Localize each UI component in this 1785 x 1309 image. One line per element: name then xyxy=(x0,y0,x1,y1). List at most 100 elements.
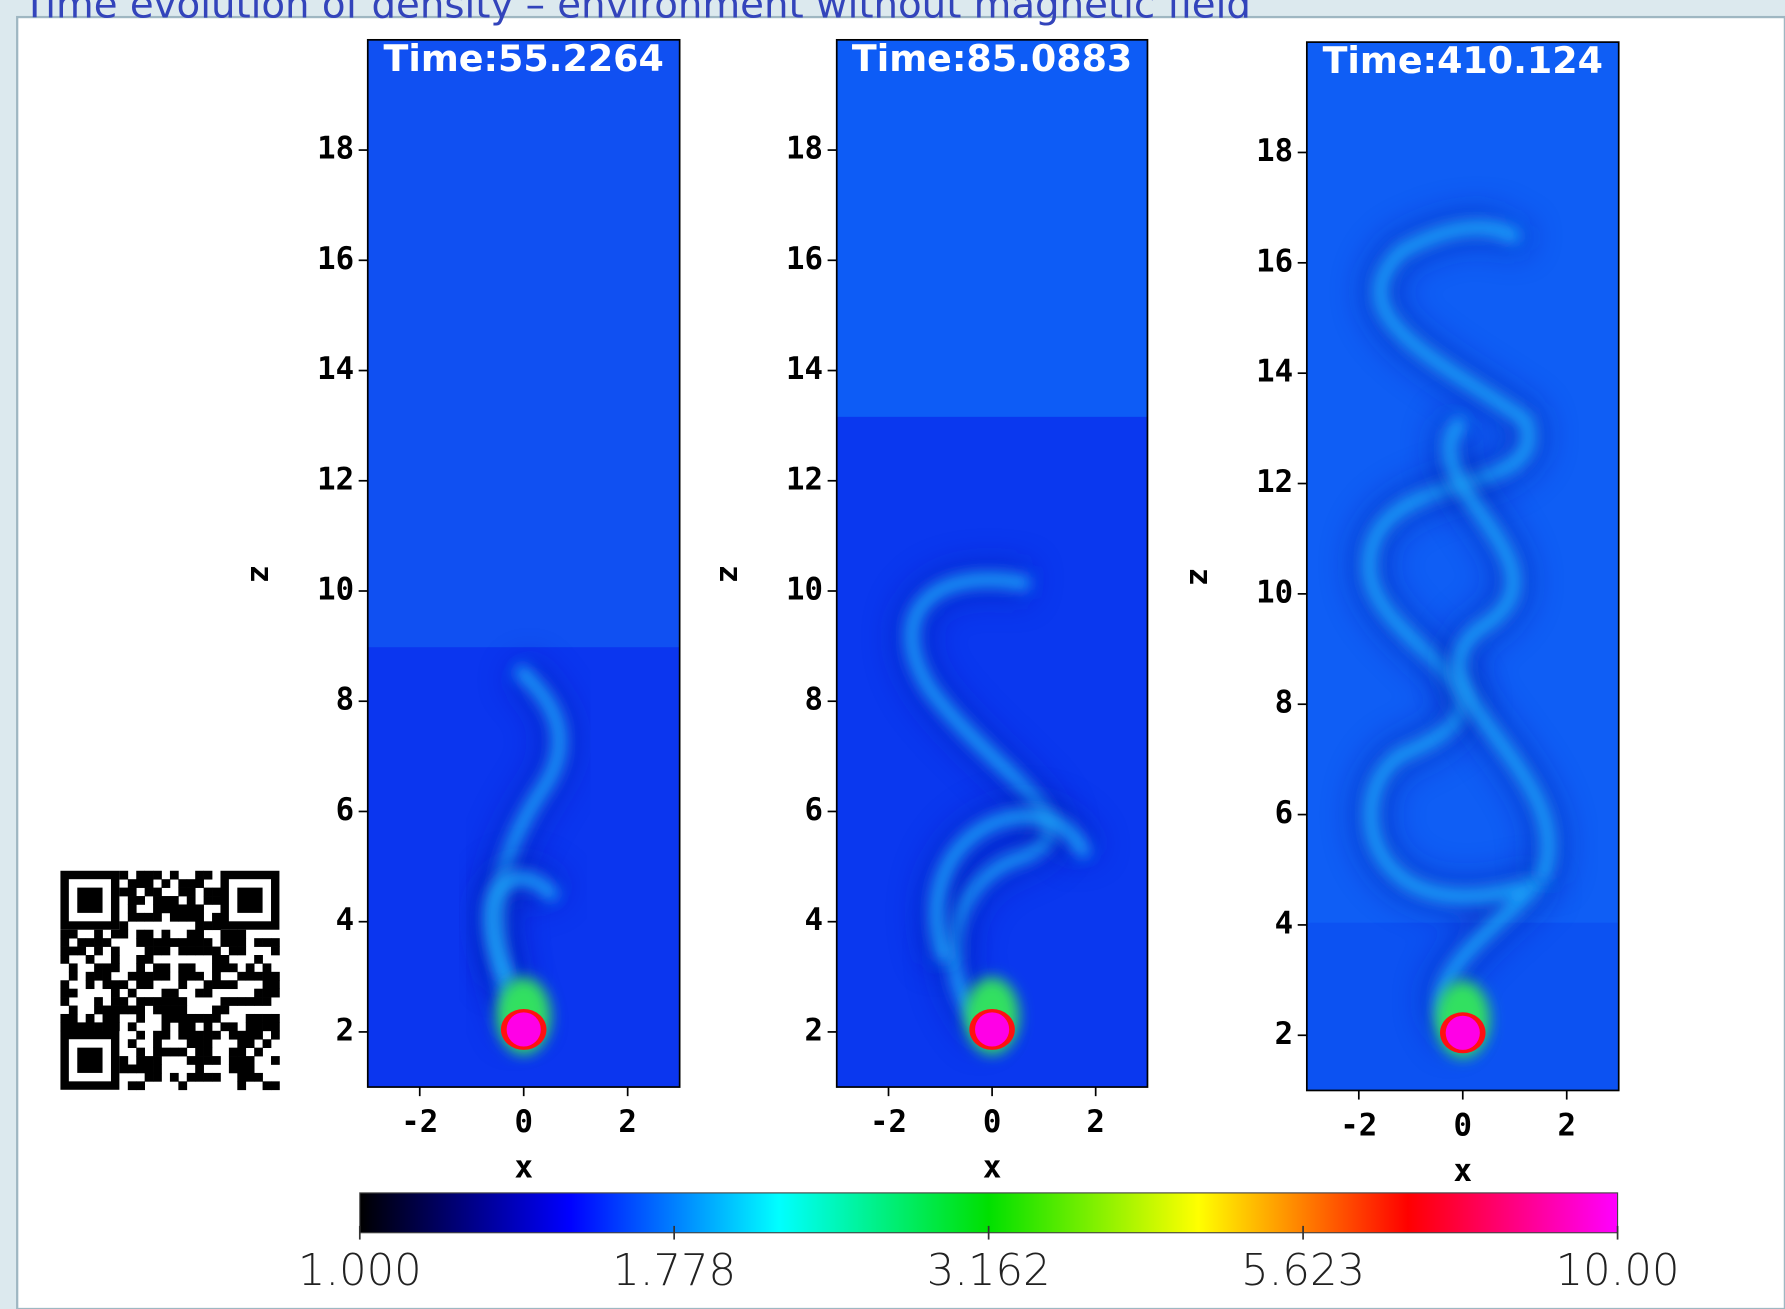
x-tick-label: 2 xyxy=(1086,1104,1105,1140)
colorbar-tick-label: 5.623 xyxy=(1241,1246,1365,1296)
qr-module xyxy=(136,1064,146,1074)
qr-module xyxy=(237,1030,247,1040)
qr-module xyxy=(178,980,188,990)
qr-module xyxy=(178,1081,188,1091)
qr-module xyxy=(212,955,221,964)
qr-module xyxy=(60,946,70,956)
qr-module xyxy=(254,997,263,1006)
y-tick-label: 16 xyxy=(1256,243,1293,279)
qr-module xyxy=(136,1047,146,1057)
qr-module xyxy=(178,946,188,956)
qr-module xyxy=(228,980,238,990)
qr-module xyxy=(136,971,146,981)
qr-module xyxy=(110,988,120,998)
qr-module xyxy=(153,887,162,897)
qr-module xyxy=(169,1013,179,1023)
qr-module xyxy=(94,963,103,973)
qr-module xyxy=(127,971,137,981)
qr-module xyxy=(102,1005,112,1015)
qr-module xyxy=(169,1005,179,1015)
qr-module xyxy=(186,1039,196,1048)
qr-module xyxy=(262,1013,272,1023)
qr-module xyxy=(237,1056,247,1065)
qr-module xyxy=(254,1047,263,1057)
qr-module xyxy=(245,1039,255,1048)
qr-module xyxy=(153,896,162,905)
dense-core xyxy=(1445,1015,1480,1050)
qr-module xyxy=(136,929,146,939)
plume xyxy=(1362,220,1546,1044)
qr-module xyxy=(195,988,204,998)
qr-module xyxy=(220,955,230,964)
qr-module xyxy=(262,1039,272,1048)
x-tick-label: -2 xyxy=(1340,1107,1377,1143)
qr-module xyxy=(212,963,221,973)
plot-frame xyxy=(1305,41,1620,1092)
qr-module xyxy=(153,1030,162,1040)
qr-module xyxy=(161,963,171,973)
qr-module xyxy=(161,997,171,1006)
qr-module xyxy=(237,1081,247,1091)
y-tick-label: 8 xyxy=(805,682,824,718)
qr-module xyxy=(161,938,171,947)
qr-module xyxy=(186,1056,196,1065)
qr-module xyxy=(203,988,213,998)
qr-module xyxy=(203,870,213,880)
qr-module xyxy=(144,980,154,990)
qr-module xyxy=(153,870,162,880)
qr-module xyxy=(153,1005,162,1015)
qr-module xyxy=(262,963,272,973)
qr-module xyxy=(203,1047,213,1057)
qr-module xyxy=(144,879,154,888)
qr-module xyxy=(178,879,188,888)
qr-module xyxy=(203,1022,213,1032)
qr-module xyxy=(212,971,221,981)
x-tick-label: -2 xyxy=(870,1104,907,1140)
qr-module xyxy=(161,1047,171,1057)
y-tick-label: 8 xyxy=(1275,685,1294,721)
qr-module xyxy=(153,1047,162,1057)
qr-module xyxy=(169,1047,179,1057)
qr-finder xyxy=(237,887,263,913)
colorbar-tick-label: 10.00 xyxy=(1556,1246,1680,1296)
qr-module xyxy=(203,896,213,905)
qr-finder xyxy=(220,870,280,930)
qr-module xyxy=(169,896,179,905)
qr-module xyxy=(119,980,129,990)
y-tick-label: 6 xyxy=(805,792,824,828)
qr-module xyxy=(254,971,263,981)
qr-module xyxy=(169,912,179,922)
qr-module xyxy=(102,1013,112,1023)
qr-module xyxy=(77,946,87,956)
y-tick-label: 14 xyxy=(317,351,354,387)
y-tick-label: 4 xyxy=(1275,905,1294,941)
qr-module xyxy=(153,963,162,973)
qr-module xyxy=(136,896,146,905)
qr-module xyxy=(271,988,280,998)
qr-module xyxy=(119,997,129,1006)
qr-module xyxy=(110,1022,120,1032)
qr-module xyxy=(237,1072,247,1082)
qr-module xyxy=(110,1013,120,1023)
qr-module xyxy=(77,938,87,947)
qr-module xyxy=(186,879,196,888)
qr-module xyxy=(228,1030,238,1040)
y-tick-label: 10 xyxy=(786,571,823,607)
qr-module xyxy=(136,912,146,922)
qr-module xyxy=(144,870,154,880)
qr-module xyxy=(271,1056,280,1065)
y-tick-label: 10 xyxy=(317,571,354,607)
qr-module xyxy=(178,963,188,973)
qr-module xyxy=(127,1005,137,1015)
qr-module xyxy=(271,980,280,990)
colorbar-tick-label: 3.162 xyxy=(927,1246,1051,1296)
qr-module xyxy=(110,963,120,973)
x-tick-label: -2 xyxy=(401,1104,438,1140)
qr-module xyxy=(102,963,112,973)
y-tick-label: 2 xyxy=(805,1012,824,1048)
qr-module xyxy=(254,938,263,947)
qr-module xyxy=(203,1072,213,1082)
qr-module xyxy=(178,1030,188,1040)
qr-module xyxy=(203,887,213,897)
